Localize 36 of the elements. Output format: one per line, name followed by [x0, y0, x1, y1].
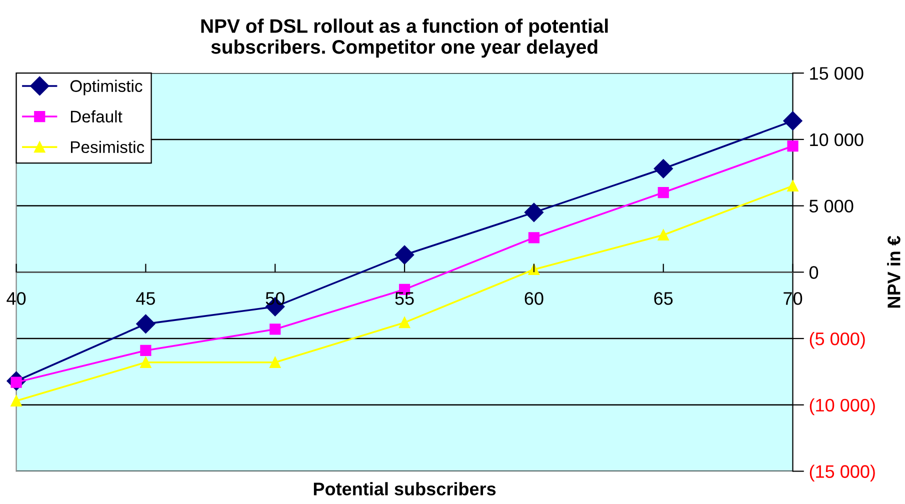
x-tick-label: 60 — [524, 292, 544, 305]
point — [395, 245, 414, 264]
x-tick-label: 55 — [395, 292, 414, 305]
point — [787, 140, 798, 152]
point — [528, 232, 540, 244]
legend-label: Optimistic — [70, 80, 142, 96]
y-tick-label: (15 000) — [810, 464, 875, 482]
point — [10, 395, 22, 406]
point — [658, 186, 669, 198]
y-tick-label: (10 000) — [810, 398, 875, 416]
x-axis-title: Potential subscribers — [314, 482, 496, 496]
point — [654, 159, 673, 178]
chart-title: NPV of DSL rollout as a function of potential subscribers. Competitor one year delayed — [201, 18, 608, 58]
legend-label: Default — [70, 110, 122, 123]
point — [787, 180, 798, 192]
point — [528, 264, 540, 276]
y-axis-title: NPV in € — [887, 236, 900, 308]
point — [136, 314, 156, 334]
y-tick-label: 0 — [809, 266, 818, 279]
x-tick-label: 45 — [136, 292, 155, 305]
point — [398, 317, 410, 328]
x-tick-label: 50 — [266, 292, 284, 305]
legend-label: Pesimistic — [70, 140, 144, 154]
y-tick-label: (5 000) — [810, 332, 865, 349]
y-tick-label: 10 000 — [810, 133, 864, 146]
point — [783, 111, 802, 130]
point — [270, 324, 281, 335]
point — [270, 356, 281, 368]
y-tick-label: 5 000 — [809, 200, 854, 213]
x-tick-label: 65 — [654, 292, 673, 305]
point — [524, 202, 544, 222]
point — [140, 344, 152, 356]
point — [658, 229, 669, 241]
y-tick-label: 15 000 — [810, 67, 864, 80]
x-tick-label: 40 — [6, 292, 26, 305]
point — [140, 356, 152, 368]
